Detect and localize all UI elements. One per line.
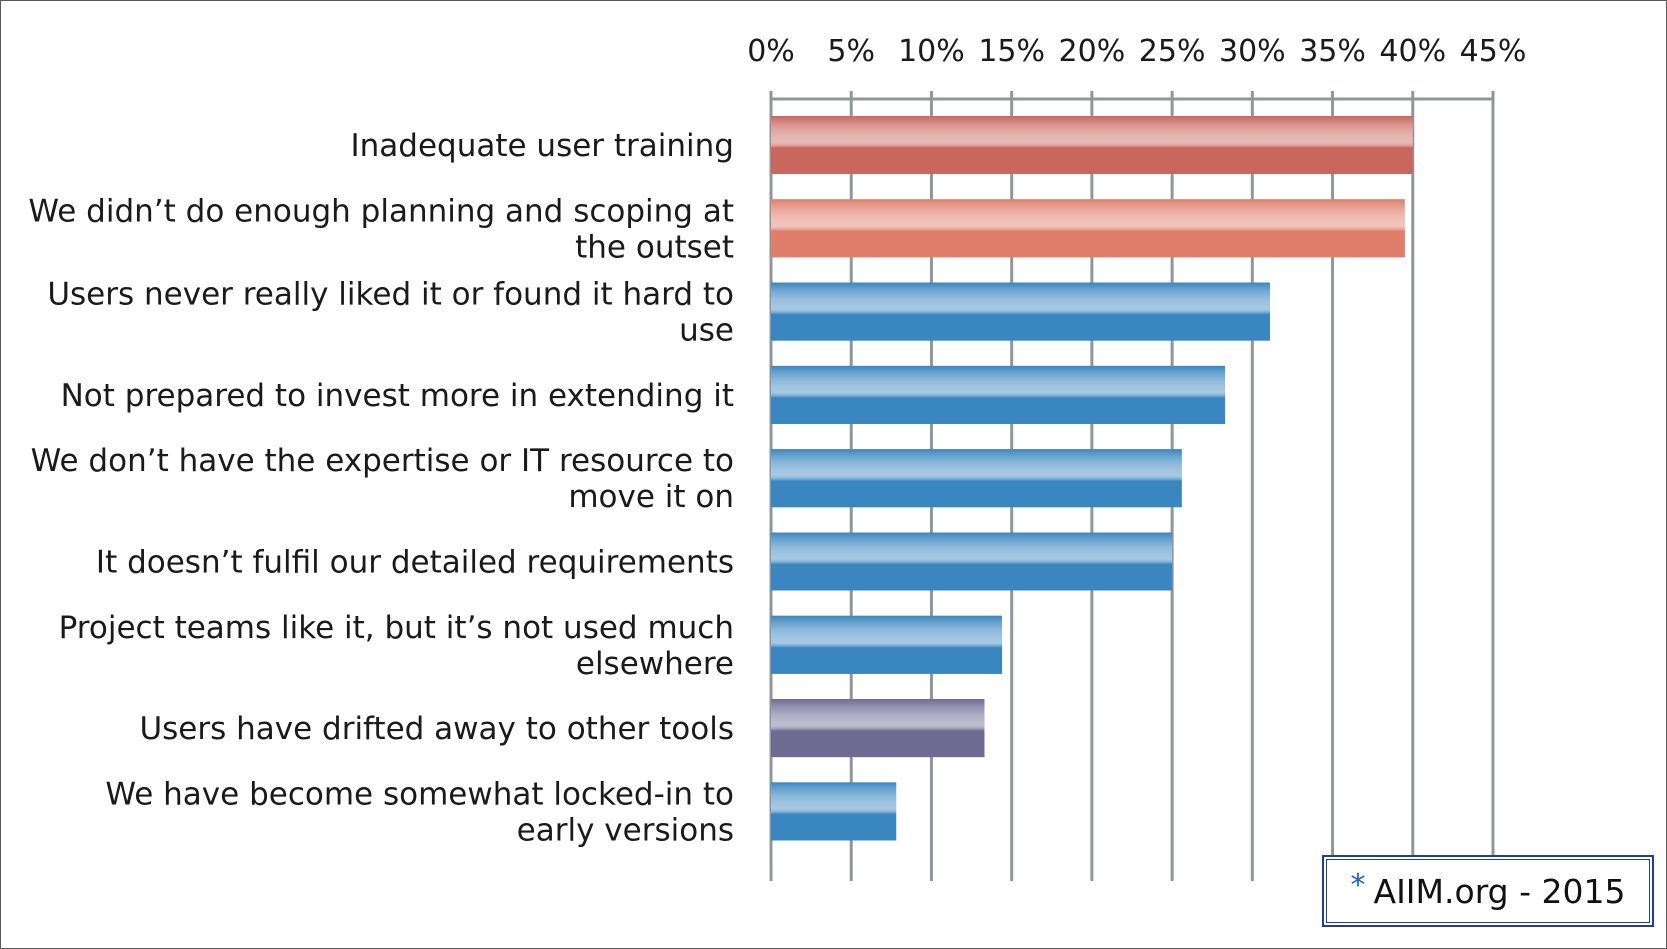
bar-gloss: [771, 532, 1173, 591]
category-label: Users never really liked it or found it …: [47, 277, 734, 349]
category-label: Project teams like it, but it’s not used…: [59, 610, 734, 682]
category-label: It doesn’t fulfil our detailed requireme…: [96, 545, 734, 581]
x-tick-label: 15%: [978, 34, 1045, 69]
x-tick-label: 0%: [747, 34, 795, 69]
bar-gloss: [771, 615, 1003, 674]
category-label: Inadequate user training: [350, 128, 734, 164]
bar-gloss: [771, 199, 1405, 258]
bar-gloss: [771, 116, 1413, 174]
category-label: Users have drifted away to other tools: [139, 711, 734, 747]
bar-gloss: [771, 365, 1226, 424]
category-label: We don’t have the expertise or IT resour…: [31, 443, 734, 515]
x-tick-label: 20%: [1059, 34, 1126, 69]
bar-layer: [771, 116, 1413, 841]
x-tick-label: 25%: [1139, 34, 1206, 69]
credit-text: AIIM.org - 2015: [1373, 871, 1626, 911]
x-tick-label: 40%: [1379, 34, 1446, 69]
asterisk-icon: *: [1350, 867, 1366, 903]
x-tick-label: 5%: [827, 34, 875, 69]
category-label: We didn’t do enough planning and scoping…: [28, 193, 734, 265]
x-tick-label: 30%: [1219, 34, 1286, 69]
label-layer: 0% 5% 10% 15% 20% 25% 30% 35% 40% 45% Inadequate u…: [28, 34, 1526, 848]
x-tick-label: 45%: [1460, 34, 1527, 69]
bar-gloss: [771, 449, 1182, 508]
bar-gloss: [771, 282, 1270, 341]
category-label: We have become somewhat locked-in to earl…: [105, 776, 734, 848]
category-label: Not prepared to invest more in extending…: [61, 378, 734, 414]
bar-gloss: [771, 782, 897, 841]
source-credit: * AIIM.org - 2015: [1322, 855, 1654, 927]
bar-gloss: [771, 699, 985, 758]
x-tick-label: 35%: [1299, 34, 1366, 69]
x-tick-label: 10%: [898, 34, 965, 69]
